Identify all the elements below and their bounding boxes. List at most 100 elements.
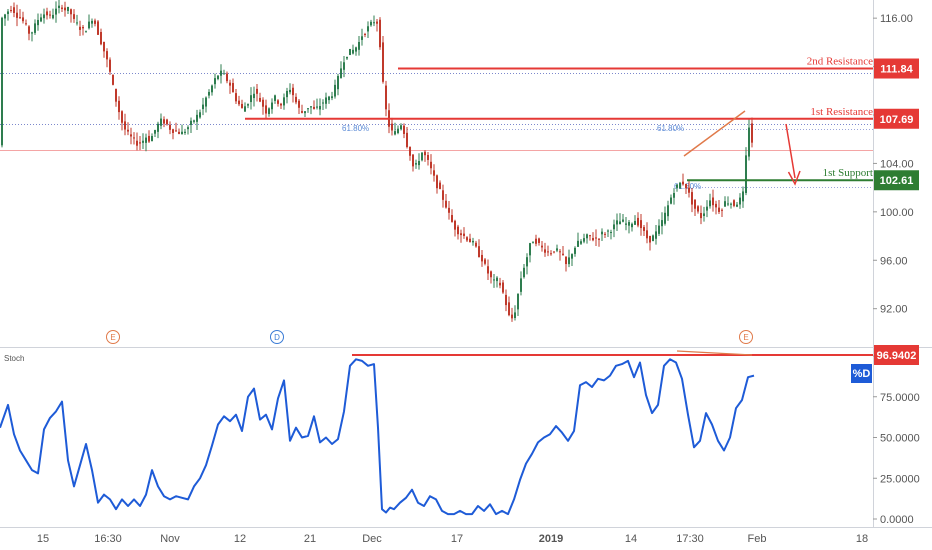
- candle-body[interactable]: [145, 137, 147, 143]
- candle-body[interactable]: [505, 294, 507, 306]
- candle-body[interactable]: [376, 21, 378, 24]
- candle-body[interactable]: [136, 140, 138, 146]
- candle-body[interactable]: [739, 197, 741, 205]
- candle-body[interactable]: [475, 242, 477, 247]
- candle-body[interactable]: [352, 49, 354, 54]
- candle-body[interactable]: [553, 251, 555, 253]
- candle-body[interactable]: [499, 282, 501, 286]
- candle-body[interactable]: [49, 14, 51, 16]
- candle-body[interactable]: [292, 87, 294, 96]
- candle-body[interactable]: [592, 238, 594, 241]
- candle-body[interactable]: [256, 88, 258, 94]
- candle-body[interactable]: [577, 240, 579, 247]
- candle-body[interactable]: [205, 97, 207, 107]
- candle-body[interactable]: [523, 267, 525, 278]
- candle-body[interactable]: [619, 221, 621, 225]
- candle-body[interactable]: [559, 251, 561, 253]
- candle-body[interactable]: [520, 278, 522, 292]
- candle-body[interactable]: [595, 237, 597, 239]
- candle-body[interactable]: [271, 102, 273, 110]
- stoch-trendline[interactable]: [676, 350, 753, 356]
- candle-body[interactable]: [85, 31, 87, 33]
- candle-body[interactable]: [7, 11, 9, 15]
- candle-body[interactable]: [106, 51, 108, 60]
- candle-body[interactable]: [634, 220, 636, 225]
- candle-body[interactable]: [100, 32, 102, 45]
- candle-body[interactable]: [490, 271, 492, 278]
- candle-body[interactable]: [400, 125, 402, 130]
- candle-body[interactable]: [721, 209, 723, 211]
- candle-body[interactable]: [469, 238, 471, 243]
- candle-body[interactable]: [607, 230, 609, 232]
- candle-body[interactable]: [163, 119, 165, 124]
- candle-body[interactable]: [748, 127, 750, 157]
- candle-body[interactable]: [511, 314, 513, 319]
- candle-body[interactable]: [478, 246, 480, 258]
- candle-body[interactable]: [610, 232, 612, 234]
- candle-body[interactable]: [625, 223, 627, 225]
- candle-body[interactable]: [538, 238, 540, 243]
- candle-body[interactable]: [529, 243, 531, 256]
- candle-body[interactable]: [31, 32, 33, 34]
- candle-body[interactable]: [301, 111, 303, 113]
- candle-body[interactable]: [58, 5, 60, 8]
- candle-body[interactable]: [604, 233, 606, 235]
- candle-body[interactable]: [142, 140, 144, 143]
- candle-body[interactable]: [13, 7, 15, 13]
- candle-body[interactable]: [238, 100, 240, 105]
- event-marker-0[interactable]: [106, 330, 120, 344]
- candle-body[interactable]: [109, 59, 111, 72]
- candle-body[interactable]: [220, 70, 222, 76]
- candle-body[interactable]: [541, 245, 543, 248]
- event-marker-2[interactable]: [739, 330, 753, 344]
- candle-body[interactable]: [622, 219, 624, 222]
- candle-body[interactable]: [502, 282, 504, 293]
- candle-body[interactable]: [412, 154, 414, 167]
- candle-body[interactable]: [349, 49, 351, 55]
- candle-body[interactable]: [385, 85, 387, 110]
- candle-body[interactable]: [277, 100, 279, 104]
- candle-body[interactable]: [55, 8, 57, 15]
- candle-body[interactable]: [127, 129, 129, 132]
- candle-body[interactable]: [646, 230, 648, 239]
- candle-body[interactable]: [358, 41, 360, 50]
- candle-body[interactable]: [202, 104, 204, 110]
- candle-body[interactable]: [262, 99, 264, 107]
- candle-body[interactable]: [115, 88, 117, 102]
- candles[interactable]: [1, 0, 753, 322]
- candle-body[interactable]: [637, 217, 639, 226]
- candle-body[interactable]: [334, 84, 336, 97]
- candle-body[interactable]: [244, 106, 246, 112]
- candle-body[interactable]: [727, 203, 729, 205]
- candle-body[interactable]: [154, 130, 156, 134]
- candle-body[interactable]: [565, 256, 567, 265]
- candle-body[interactable]: [415, 163, 417, 165]
- candle-body[interactable]: [433, 170, 435, 176]
- candle-body[interactable]: [442, 190, 444, 200]
- candle-body[interactable]: [703, 213, 705, 216]
- candle-body[interactable]: [484, 259, 486, 264]
- candle-body[interactable]: [373, 22, 375, 24]
- candle-body[interactable]: [589, 235, 591, 237]
- candle-body[interactable]: [496, 277, 498, 282]
- candle-body[interactable]: [265, 105, 267, 114]
- candle-body[interactable]: [571, 254, 573, 259]
- candle-body[interactable]: [343, 62, 345, 70]
- candle-body[interactable]: [274, 95, 276, 101]
- candle-body[interactable]: [1, 17, 3, 146]
- candle-body[interactable]: [319, 106, 321, 110]
- candle-body[interactable]: [694, 199, 696, 209]
- candle-body[interactable]: [310, 106, 312, 108]
- candle-body[interactable]: [304, 111, 306, 114]
- candle-body[interactable]: [382, 42, 384, 82]
- candle-body[interactable]: [235, 93, 237, 102]
- candle-body[interactable]: [34, 23, 36, 33]
- candle-body[interactable]: [10, 10, 12, 12]
- candle-body[interactable]: [544, 249, 546, 253]
- candle-body[interactable]: [193, 120, 195, 122]
- candle-body[interactable]: [88, 21, 90, 29]
- candle-body[interactable]: [406, 132, 408, 148]
- candle-body[interactable]: [361, 36, 363, 40]
- candle-body[interactable]: [328, 96, 330, 101]
